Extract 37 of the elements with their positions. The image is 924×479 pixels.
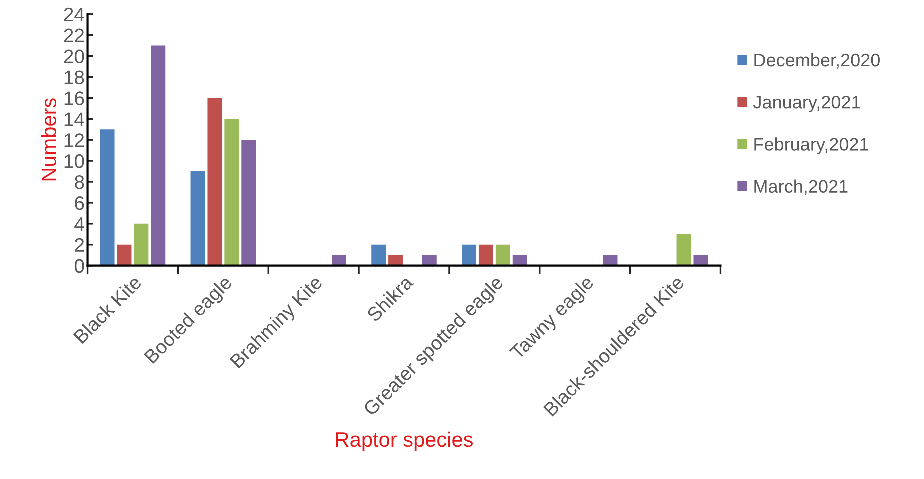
y-tick-label: 22: [64, 28, 84, 42]
bar: [694, 255, 708, 266]
y-tick-label: 10: [64, 154, 84, 168]
bar: [332, 255, 346, 266]
y-tick-label: 6: [75, 196, 84, 210]
bar: [372, 244, 386, 266]
bar: [224, 119, 240, 266]
bar: [190, 172, 206, 266]
bar: [117, 244, 132, 266]
legend-label: March,2021: [754, 180, 848, 196]
y-tick-label: 16: [64, 92, 84, 106]
y-tick-label: 18: [64, 70, 84, 84]
y-tick-label: 24: [64, 8, 84, 22]
legend-label: January,2021: [754, 96, 860, 112]
bar: [242, 140, 256, 266]
legend-label: February,2021: [754, 138, 868, 154]
bar: [208, 98, 222, 266]
bar: [512, 255, 528, 266]
y-tick-label: 20: [64, 50, 84, 64]
bar: [388, 255, 403, 266]
bar: [134, 224, 149, 266]
y-tick-label: 2: [75, 238, 84, 252]
y-tick-label: 0: [74, 259, 84, 274]
bar: [100, 130, 115, 266]
y-tick-label: 14: [64, 112, 84, 126]
legend-label: December,2020: [754, 53, 880, 69]
bar: [478, 244, 494, 266]
y-tick-label: 4: [74, 218, 84, 231]
y-tick-label: 8: [75, 175, 84, 190]
bar: [462, 244, 476, 266]
bar: [496, 244, 510, 266]
x-axis-title: Raptor species: [336, 432, 473, 452]
bar: [676, 234, 692, 266]
bar: [151, 46, 166, 266]
y-tick-label: 12: [64, 134, 84, 148]
y-axis-title: Numbers: [41, 98, 56, 181]
bar: [422, 255, 437, 266]
